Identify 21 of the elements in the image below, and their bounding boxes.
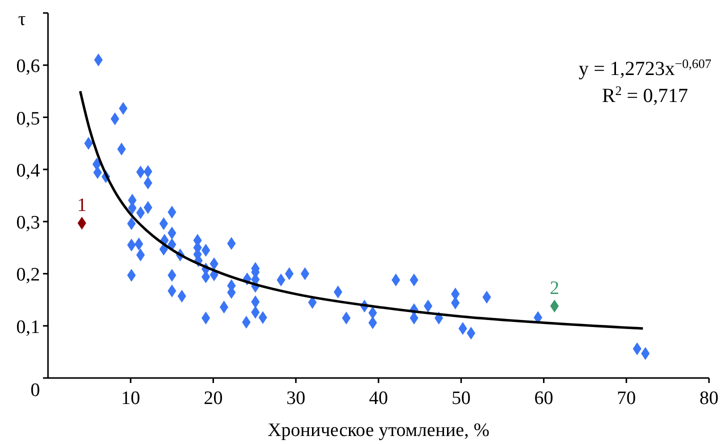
x-tick-label: 10 [121, 388, 140, 409]
series-label: 2 [550, 278, 560, 300]
y-tick-label: 0,6 [16, 56, 40, 78]
x-tick-label: 70 [616, 388, 636, 409]
y-tick-label: 0,1 [16, 316, 40, 338]
x-tick-label: 80 [700, 388, 718, 409]
x-tick-label: 50 [452, 388, 471, 409]
y-tick-label: 0,2 [16, 264, 40, 286]
annotation: R$^{2}$ = 0,717 [602, 82, 688, 107]
x-axis-title: Хроническое утомление, % [268, 420, 490, 441]
x-tick-label: 60 [534, 388, 554, 409]
annotation: y = 1,2723x$^{−0,607}$ [578, 56, 712, 80]
series-label: 1 [77, 195, 87, 216]
x-tick-label: 40 [369, 388, 388, 409]
y-axis-title: τ [18, 9, 26, 30]
x-tick-label: 30 [286, 388, 306, 409]
y-tick-label: 0,5 [16, 108, 40, 130]
x-tick-label: 20 [204, 388, 223, 409]
y-tick-label: 0,4 [16, 160, 40, 182]
y-tick-label: 0,3 [16, 212, 40, 234]
y-tick-label: 0 [30, 380, 40, 401]
